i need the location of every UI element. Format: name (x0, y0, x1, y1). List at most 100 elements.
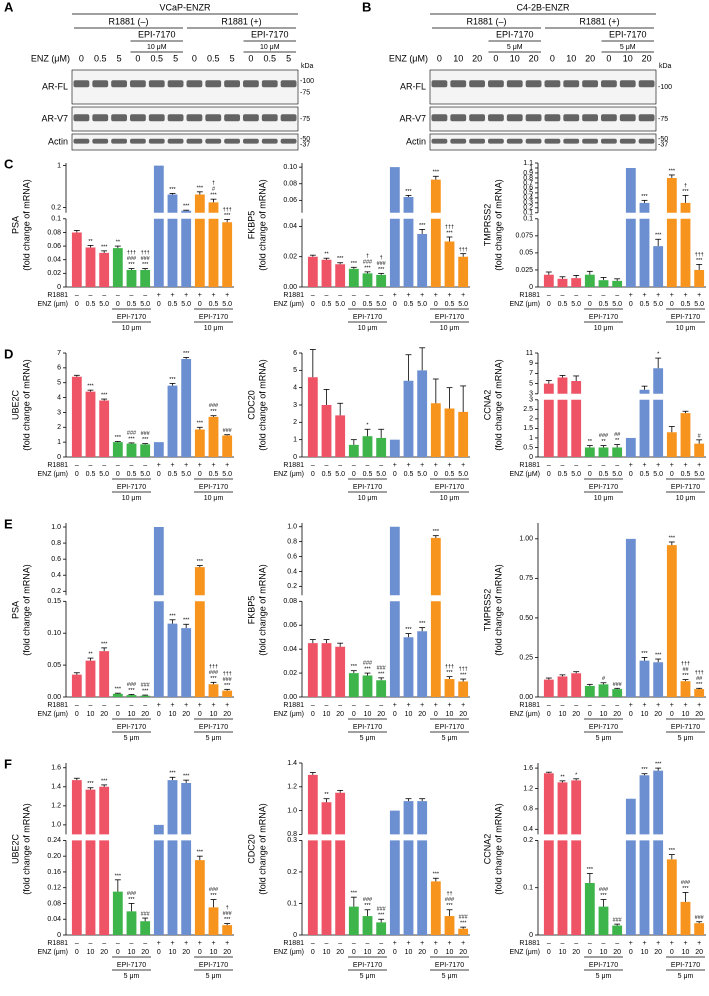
y-axis-label: (fold change of mRNA) (493, 564, 503, 656)
y-tick-label: 6 (57, 365, 61, 372)
bar (639, 389, 650, 457)
enz-value: 20 (182, 949, 190, 956)
bar (335, 264, 346, 287)
enz-value: 0.5 (207, 53, 220, 63)
dose-label: 10 μM (260, 44, 280, 51)
r1881-label: R1881 (519, 702, 540, 709)
y-tick-label: 1.0 (51, 524, 61, 531)
significance: *** (433, 529, 440, 535)
enz-label: ENZ (μm) (38, 949, 68, 956)
significance: *** (446, 670, 453, 676)
r1881-value: + (225, 462, 229, 469)
band (525, 114, 542, 122)
bar (181, 628, 192, 697)
r1881-label: R1881 (47, 702, 68, 709)
significance: † (212, 181, 215, 187)
y-tick-label: 0.50 (519, 615, 533, 622)
enz-value: 5.0 (612, 471, 622, 478)
bar (126, 443, 137, 457)
r1881-value: – (325, 292, 329, 299)
enz-value: 0.5 (168, 301, 178, 308)
epi-label: EPI-7170 (117, 962, 146, 969)
y-tick-label: 0.5 (523, 190, 533, 197)
enz-value: 0 (588, 301, 592, 308)
bar (71, 674, 82, 697)
y-axis-label: CDC20 (246, 834, 256, 864)
y-tick-label: 0.4 (287, 568, 297, 575)
enz-value: 5.0 (222, 301, 232, 308)
r1881-value: + (157, 292, 161, 299)
enz-value: 10 (210, 949, 218, 956)
r1881-value: + (170, 940, 174, 947)
enz-value: 10 (559, 711, 567, 718)
y-tick-label: 5 (293, 367, 297, 374)
bar (444, 916, 455, 935)
significance: ### (223, 911, 233, 917)
enz-value: 10 (623, 53, 633, 63)
enz-value: 10 (510, 53, 520, 63)
bar (112, 442, 123, 457)
bar (694, 269, 705, 287)
bar (112, 693, 123, 697)
y-tick-label: 0.7 (523, 180, 533, 187)
r1881-value: + (225, 292, 229, 299)
bar (666, 859, 677, 935)
significance: ### (377, 261, 387, 267)
r1881-value: – (588, 292, 592, 299)
enz-value: 0 (588, 711, 592, 718)
significance: * (575, 772, 578, 778)
y-tick-label: 0.4 (51, 572, 61, 579)
significance: ## (614, 432, 621, 438)
enz-value: 10 (641, 711, 649, 718)
enz-value: 10 (600, 949, 608, 956)
significance: *** (169, 771, 176, 777)
bar (348, 268, 359, 287)
enz-value: 0 (75, 711, 79, 718)
y-tick-label: 0.16 (47, 869, 61, 876)
significance: ### (459, 915, 469, 921)
significance: ** (116, 240, 121, 246)
y-tick-label: 0.9 (523, 170, 533, 177)
bar (71, 376, 82, 457)
dose-label: 10 μm (358, 325, 378, 332)
r1881-value: – (588, 940, 592, 947)
y-tick-label: 7 (57, 350, 61, 357)
significance: *** (115, 687, 122, 693)
enz-value: 0 (157, 949, 161, 956)
bar (430, 403, 441, 457)
bar (571, 278, 582, 287)
r1881-value: + (670, 292, 674, 299)
r1881-value: – (130, 702, 134, 709)
bar (389, 810, 400, 935)
significance: *** (210, 193, 217, 199)
significance: *** (87, 384, 94, 390)
enz-value: 0.5 (445, 301, 455, 308)
bar (584, 882, 595, 935)
r1881-value: + (434, 940, 438, 947)
significance: *** (183, 204, 190, 210)
blot-title: C4-2B-ENZR (516, 2, 570, 12)
y-axis-label: PSA (10, 601, 20, 619)
bar (140, 695, 151, 697)
epi-label: EPI-7170 (671, 484, 700, 491)
y-tick-label: 0.12 (47, 885, 61, 892)
r1881-value: + (170, 292, 174, 299)
r1881-value: – (311, 292, 315, 299)
significance: *** (696, 682, 703, 688)
bar (126, 911, 137, 935)
r1881-value: – (143, 940, 147, 947)
r1881-value: – (561, 940, 565, 947)
r1881-label: R1881 (47, 462, 68, 469)
band (148, 114, 165, 122)
significance: *** (655, 233, 662, 239)
r1881-value: – (379, 940, 383, 947)
enz-value: 0 (493, 53, 498, 63)
r1881-value: – (547, 702, 551, 709)
bar (543, 383, 554, 457)
r1881-value: – (366, 940, 370, 947)
r1881-value: + (642, 462, 646, 469)
r1881-value: – (366, 292, 370, 299)
enz-value: 0.5 (86, 471, 96, 478)
enz-value: 20 (613, 711, 621, 718)
